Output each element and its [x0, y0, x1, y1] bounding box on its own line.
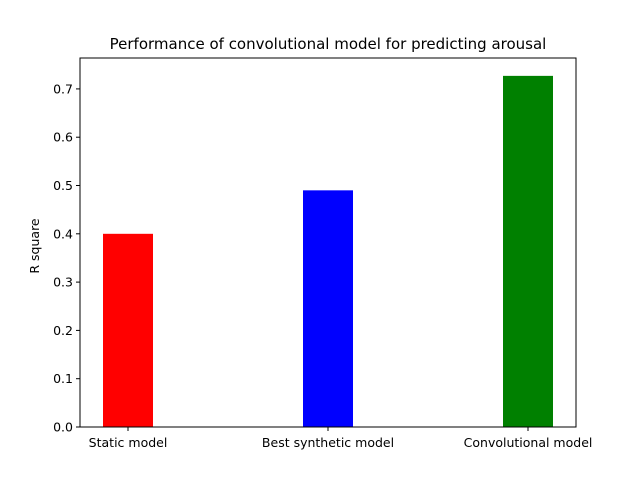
x-tick-label: Best synthetic model: [262, 435, 394, 450]
chart-title: Performance of convolutional model for p…: [110, 35, 547, 53]
x-tick-label: Static model: [89, 435, 168, 450]
y-tick-label: 0.1: [53, 371, 73, 386]
y-axis-title: R square: [27, 218, 42, 274]
y-tick-label: 0.6: [53, 130, 73, 145]
y-tick-label: 0.7: [53, 81, 73, 96]
bar-0: [103, 233, 153, 427]
plot-area: 0.0 0.1 0.2 0.3 0.4 0.5 0.6 0.7 Static model Best…: [53, 57, 593, 450]
x-tick-label: Convolutional model: [464, 435, 593, 450]
y-tick-label: 0.3: [53, 275, 73, 290]
bar-1: [303, 190, 353, 427]
y-tick-label: 0.2: [53, 323, 73, 338]
bar-2: [503, 75, 553, 427]
y-tick-label: 0.4: [53, 226, 73, 241]
y-tick-label: 0.5: [53, 178, 73, 193]
y-tick-label: 0.0: [53, 420, 73, 435]
